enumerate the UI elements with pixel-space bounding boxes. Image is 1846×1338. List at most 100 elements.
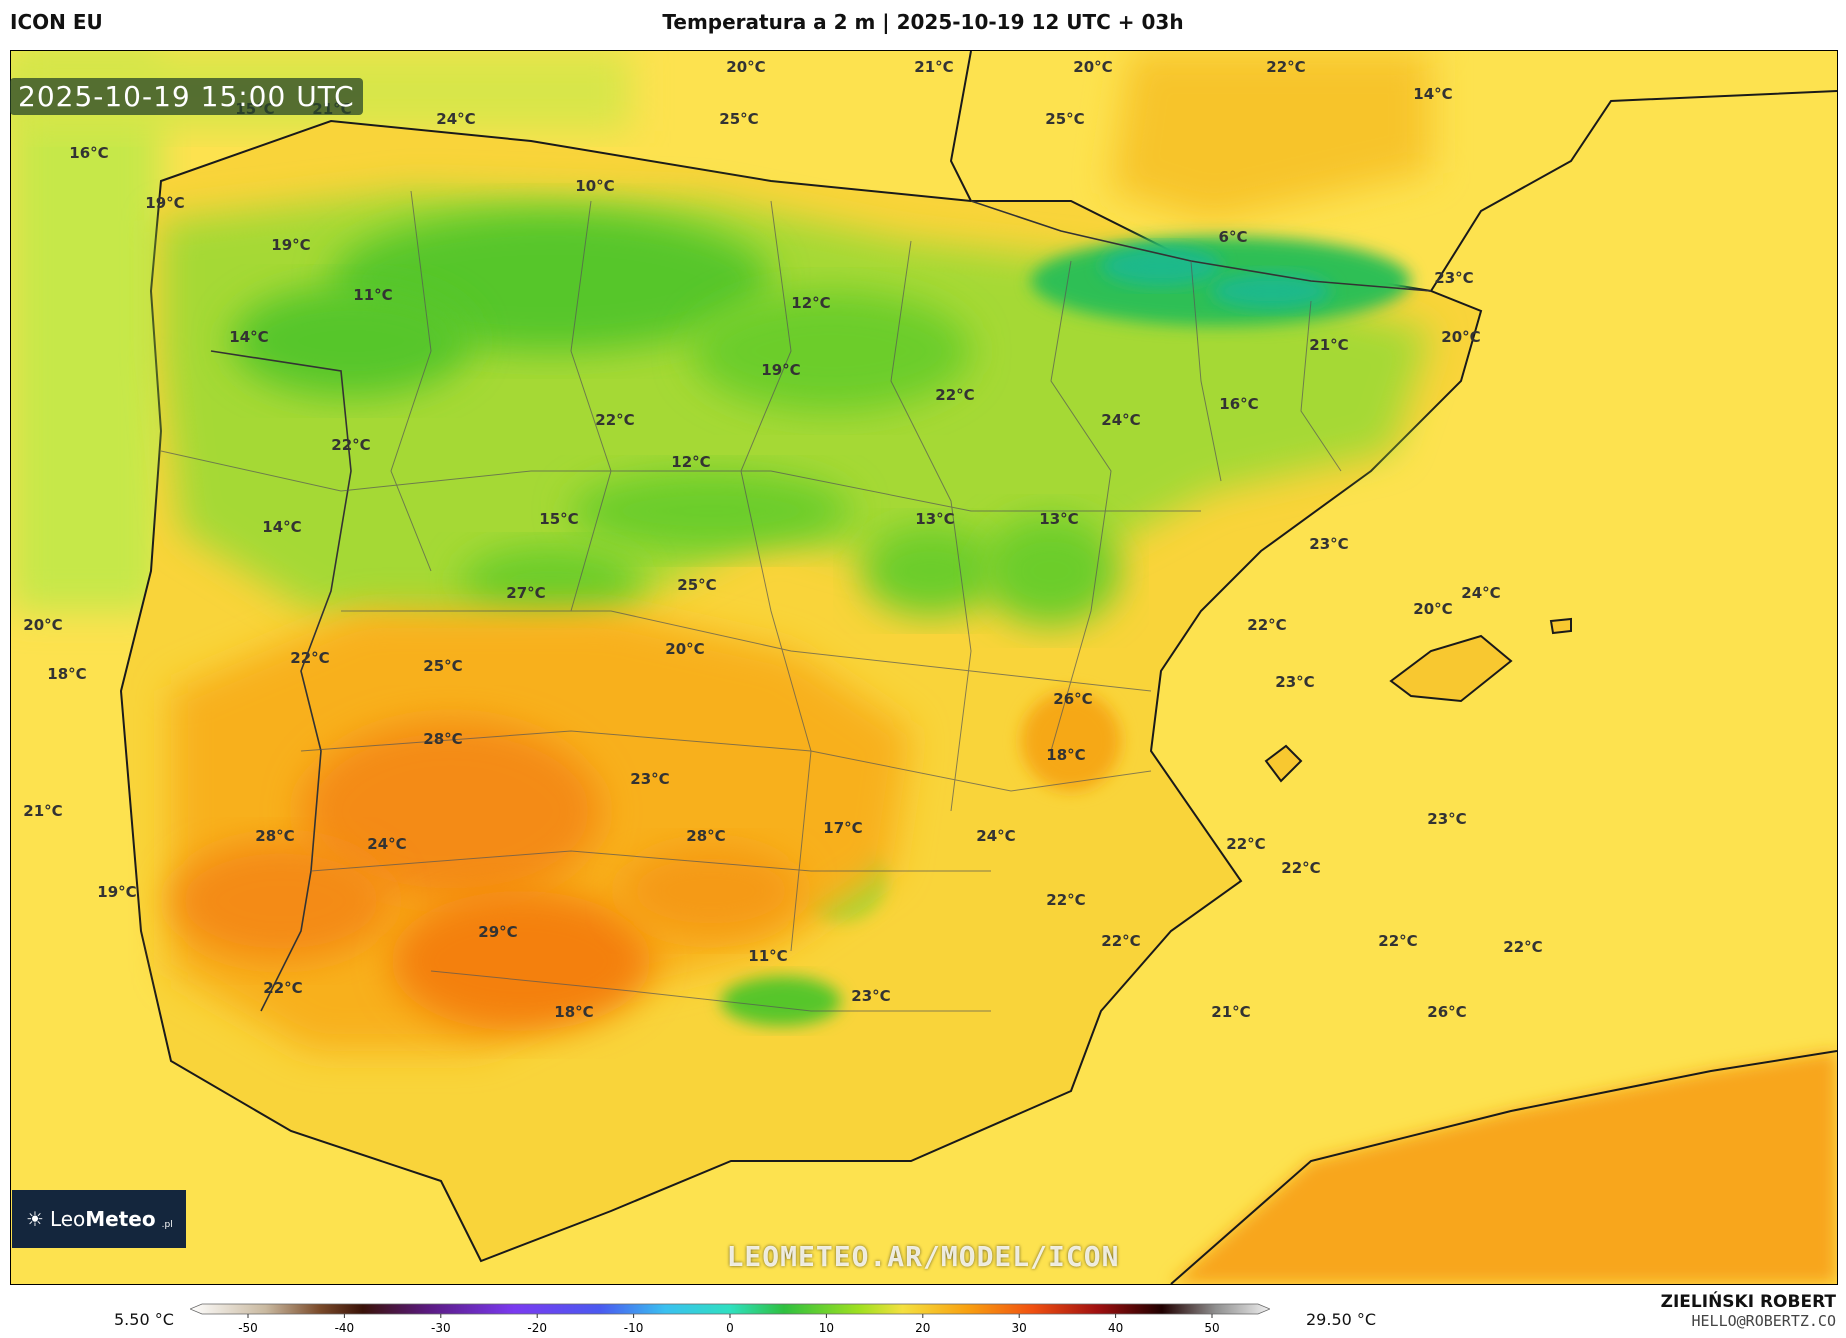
temperature-label: 13°C xyxy=(1039,510,1078,528)
temperature-label: 22°C xyxy=(1247,616,1286,634)
temperature-label: 20°C xyxy=(23,616,62,634)
temperature-label: 22°C xyxy=(1046,891,1085,909)
temperature-label: 20°C xyxy=(665,640,704,658)
atlantic-cool-zone xyxy=(11,51,161,611)
france-warm-zone xyxy=(1111,51,1431,221)
temperature-label: 22°C xyxy=(1266,58,1305,76)
temperature-label: 22°C xyxy=(331,436,370,454)
temperature-label: 20°C xyxy=(1441,328,1480,346)
temperature-label: 25°C xyxy=(423,657,462,675)
temperature-label: 22°C xyxy=(935,386,974,404)
sun-icon: ☀ xyxy=(26,1207,44,1231)
france-coastline xyxy=(949,51,1837,292)
colorbar-tick-label: 40 xyxy=(1108,1321,1123,1335)
temperature-label: 14°C xyxy=(262,518,301,536)
temperature-label: 14°C xyxy=(229,328,268,346)
temperature-label: 20°C xyxy=(726,58,765,76)
logo-suffix: .pl xyxy=(161,1220,173,1230)
temperature-label: 23°C xyxy=(1275,673,1314,691)
colorbar-tick-label: -30 xyxy=(431,1321,451,1335)
temperature-label: 24°C xyxy=(1461,584,1500,602)
temperature-label: 21°C xyxy=(1211,1003,1250,1021)
temperature-label: 25°C xyxy=(1045,110,1084,128)
temperature-label: 22°C xyxy=(1281,859,1320,877)
temperature-label: 28°C xyxy=(686,827,725,845)
temperature-label: 11°C xyxy=(353,286,392,304)
colorbar-tick-label: 20 xyxy=(915,1321,930,1335)
temperature-map[interactable]: 20°C 21°C 20°C 22°C 14°C 15°C 21°C 24°C 25°C 25°C… xyxy=(10,50,1838,1285)
mallorca-island xyxy=(1389,634,1513,703)
colorbar-tick-label: -10 xyxy=(624,1321,644,1335)
portugal-border xyxy=(210,350,352,1012)
map-title: Temperatura a 2 m | 2025-10-19 12 UTC + … xyxy=(662,10,1184,34)
temperature-label: 14°C xyxy=(1413,85,1452,103)
leometeo-logo[interactable]: ☀ LeoMeteo .pl xyxy=(12,1190,186,1248)
temperature-label: 29°C xyxy=(478,923,517,941)
temperature-label: 19°C xyxy=(271,236,310,254)
north-africa-warm-zone xyxy=(1171,1051,1837,1284)
temperature-label: 15°C xyxy=(539,510,578,528)
ibiza-island xyxy=(1264,744,1303,783)
temperature-label: 13°C xyxy=(915,510,954,528)
temperature-label: 28°C xyxy=(255,827,294,845)
temperature-label: 24°C xyxy=(976,827,1015,845)
temperature-label: 22°C xyxy=(1503,938,1542,956)
temperature-label: 23°C xyxy=(1434,269,1473,287)
author-email[interactable]: HELLO@ROBERTZ.CO xyxy=(1691,1312,1837,1330)
temperature-label: 18°C xyxy=(1046,746,1085,764)
temperature-label: 10°C xyxy=(575,177,614,195)
temperature-label: 19°C xyxy=(145,194,184,212)
temperature-label: 24°C xyxy=(436,110,475,128)
temperature-colorbar: -50 -40 -30 -20 -10 0 10 20 30 40 50 xyxy=(190,1303,1270,1335)
temperature-label: 21°C xyxy=(914,58,953,76)
temperature-label: 24°C xyxy=(367,835,406,853)
temperature-label: 19°C xyxy=(97,883,136,901)
colorbar-tick-label: -40 xyxy=(335,1321,355,1335)
author-name: ZIELIŃSKI ROBERT xyxy=(1660,1292,1836,1312)
temperature-label: 22°C xyxy=(1378,932,1417,950)
temperature-label: 19°C xyxy=(761,361,800,379)
temperature-label: 16°C xyxy=(69,144,108,162)
temperature-label: 16°C xyxy=(1219,395,1258,413)
valid-time-badge: 2025-10-19 15:00 UTC xyxy=(10,78,363,115)
author-credit: ZIELIŃSKI ROBERT HELLO@ROBERTZ.CO xyxy=(1661,1292,1836,1330)
temperature-label: 17°C xyxy=(823,819,862,837)
colorbar-tick-label: -50 xyxy=(238,1321,258,1335)
model-name: ICON EU xyxy=(10,10,103,34)
temperature-label: 25°C xyxy=(719,110,758,128)
temperature-label: 27°C xyxy=(506,584,545,602)
temperature-label: 22°C xyxy=(1101,932,1140,950)
temperature-label: 22°C xyxy=(1226,835,1265,853)
temperature-label: 12°C xyxy=(671,453,710,471)
temperature-label: 20°C xyxy=(1073,58,1112,76)
temperature-label: 20°C xyxy=(1413,600,1452,618)
temperature-label: 22°C xyxy=(290,649,329,667)
scale-max-value: 29.50 °C xyxy=(1306,1310,1377,1329)
temperature-label: 25°C xyxy=(677,576,716,594)
temperature-label: 28°C xyxy=(423,730,462,748)
temperature-label: 26°C xyxy=(1427,1003,1466,1021)
model-url-watermark: LEOMETEO.AR/MODEL/ICON xyxy=(726,1240,1120,1273)
temperature-label: 26°C xyxy=(1053,690,1092,708)
temperature-label: 18°C xyxy=(47,665,86,683)
colorbar-tick-label: 30 xyxy=(1012,1321,1027,1335)
temperature-label: 23°C xyxy=(1427,810,1466,828)
colorbar-tick-label: -20 xyxy=(527,1321,547,1335)
temperature-label: 23°C xyxy=(1309,535,1348,553)
colorbar-tick-label: 10 xyxy=(819,1321,834,1335)
temperature-label: 23°C xyxy=(851,987,890,1005)
temperature-label: 22°C xyxy=(595,411,634,429)
temperature-label: 24°C xyxy=(1101,411,1140,429)
temperature-label: 21°C xyxy=(23,802,62,820)
province-borders xyxy=(160,190,1342,1012)
temperature-label: 23°C xyxy=(630,770,669,788)
logo-text: LeoMeteo xyxy=(49,1207,156,1231)
temperature-label: 21°C xyxy=(1309,336,1348,354)
temperature-label: 12°C xyxy=(791,294,830,312)
scale-min-value: 5.50 °C xyxy=(114,1310,174,1329)
temperature-label: 18°C xyxy=(554,1003,593,1021)
temperature-label: 6°C xyxy=(1219,228,1248,246)
colorbar-tick-label: 50 xyxy=(1204,1321,1219,1335)
temperature-label: 11°C xyxy=(748,947,787,965)
menorca-island xyxy=(1549,617,1572,635)
